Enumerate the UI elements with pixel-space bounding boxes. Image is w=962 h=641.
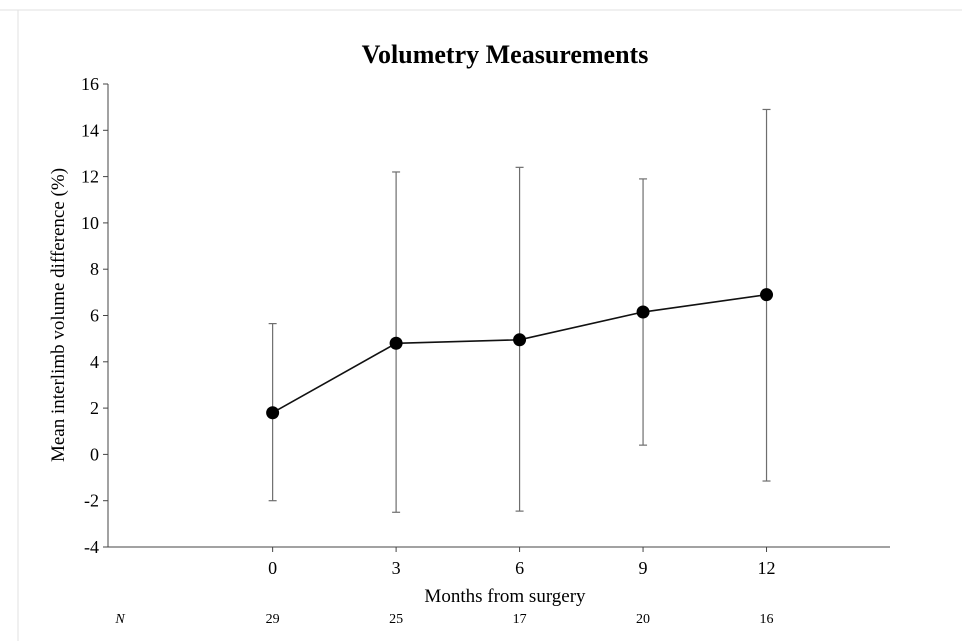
data-point <box>266 406 280 420</box>
x-tick-label: 0 <box>268 558 277 578</box>
data-point <box>513 333 527 347</box>
y-tick-label: 8 <box>90 259 99 279</box>
y-tick-label: 6 <box>90 306 99 326</box>
y-tick-label: 12 <box>81 167 99 187</box>
x-tick-label: 3 <box>392 558 401 578</box>
x-tick-label: 12 <box>758 558 776 578</box>
x-tick-label: 9 <box>639 558 648 578</box>
y-tick-label: 16 <box>81 74 99 94</box>
n-value-label: 20 <box>636 612 650 627</box>
y-tick-label: 10 <box>81 213 99 233</box>
chart-marks: -4 -2 0 2 4 6 8 10 12 14 16 0 29 3 25 6 17 9 20 12 16 <box>81 74 890 627</box>
y-tick-label: 4 <box>90 352 99 372</box>
chart-title: Volumetry Measurements <box>362 40 649 69</box>
data-point <box>636 305 650 319</box>
n-value-label: 17 <box>513 612 527 627</box>
y-tick-label: -4 <box>84 537 99 557</box>
x-tick-label: 6 <box>515 558 524 578</box>
data-point <box>760 288 774 302</box>
n-label: N <box>114 612 125 627</box>
y-axis-label: Mean interlimb volume difference (%) <box>48 168 69 462</box>
n-value-label: 16 <box>760 612 774 627</box>
data-point <box>389 336 403 350</box>
n-value-label: 25 <box>389 612 403 627</box>
y-tick-label: 2 <box>90 398 99 418</box>
y-tick-label: -2 <box>84 491 99 511</box>
x-axis-label: Months from surgery <box>424 586 586 607</box>
y-tick-label: 0 <box>90 444 99 464</box>
n-value-label: 29 <box>266 612 280 627</box>
y-tick-label: 14 <box>81 120 99 140</box>
